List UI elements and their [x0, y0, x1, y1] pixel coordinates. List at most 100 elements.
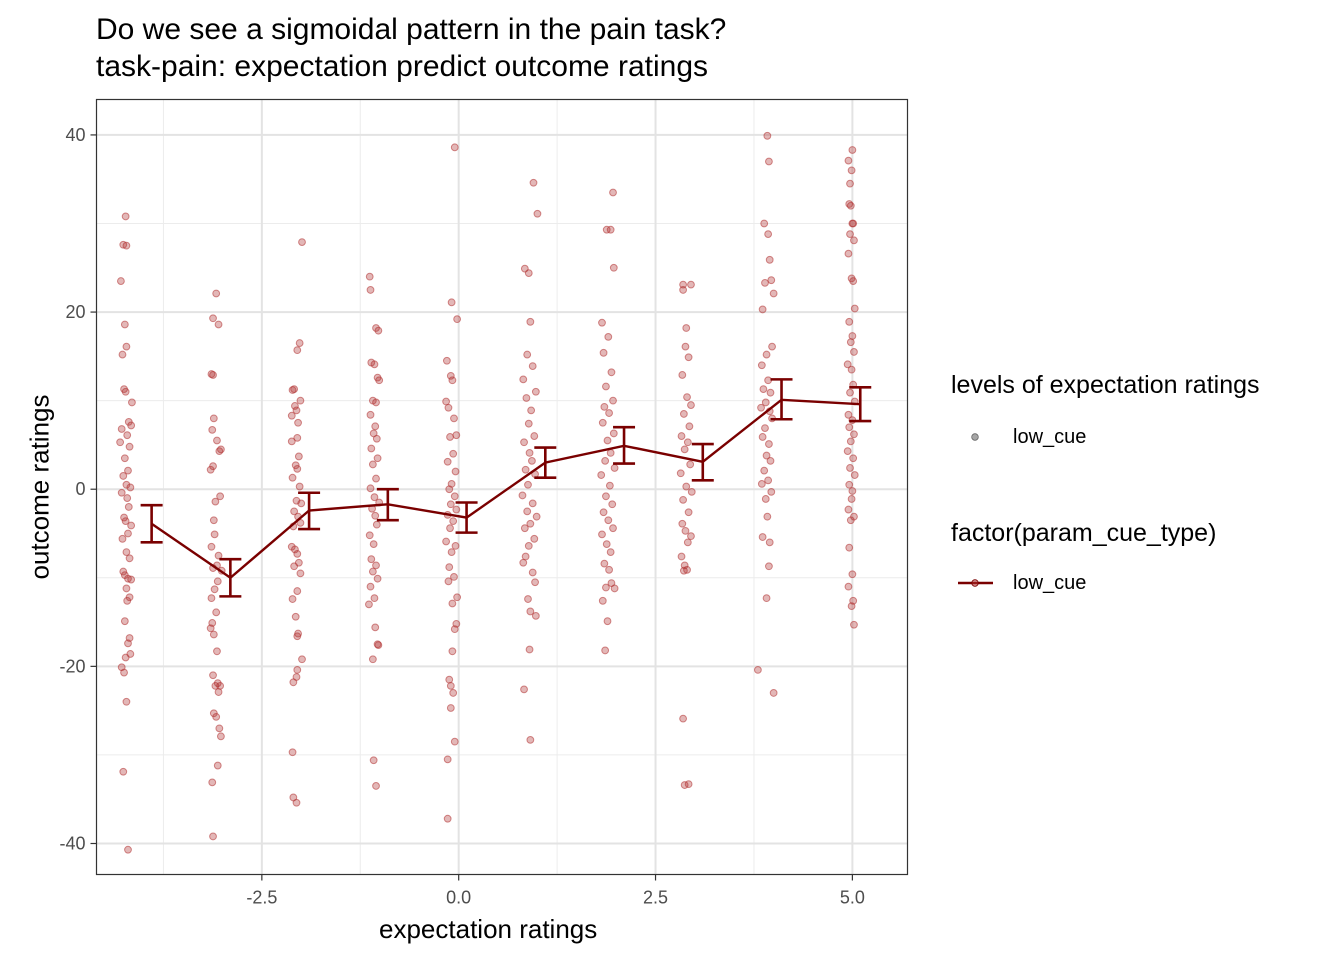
data-point	[687, 532, 695, 541]
data-point	[530, 534, 539, 543]
data-point	[678, 371, 687, 379]
data-point	[288, 473, 297, 482]
data-point	[763, 512, 772, 521]
data-point	[846, 437, 855, 446]
data-point	[760, 219, 769, 228]
data-point	[291, 612, 300, 621]
data-point	[121, 653, 130, 662]
data-point	[450, 143, 459, 152]
data-point	[448, 599, 457, 608]
data-point	[450, 737, 459, 746]
data-point	[373, 574, 382, 583]
data-point	[445, 485, 454, 494]
data-point	[753, 666, 762, 674]
data-point	[119, 472, 128, 480]
data-point	[124, 503, 133, 511]
data-point	[604, 332, 613, 341]
data-point	[295, 482, 304, 491]
data-point	[603, 617, 612, 626]
data-point	[758, 305, 767, 314]
data-point	[847, 365, 856, 374]
data-point	[297, 499, 306, 508]
data-point	[606, 548, 615, 556]
data-point	[759, 385, 768, 394]
data-point	[524, 480, 532, 489]
data-point	[450, 414, 458, 423]
data-point	[290, 507, 299, 516]
data-point	[289, 678, 298, 687]
data-point	[599, 348, 608, 357]
data-point	[846, 230, 854, 239]
mean-line	[150, 398, 861, 580]
data-point	[127, 575, 136, 584]
data-point	[117, 277, 125, 285]
data-point	[765, 255, 774, 264]
data-point	[684, 353, 693, 362]
data-point	[209, 414, 218, 423]
data-point	[683, 438, 692, 447]
data-point	[122, 342, 131, 351]
data-point	[849, 454, 858, 463]
data-point	[127, 521, 136, 530]
data-point	[684, 508, 693, 517]
y-tick-label: -20	[59, 656, 85, 676]
data-point	[369, 756, 378, 765]
data-point	[847, 495, 856, 503]
data-point	[206, 624, 215, 633]
data-point	[122, 480, 131, 489]
data-point	[447, 298, 456, 307]
data-point	[522, 394, 531, 402]
data-point	[122, 548, 131, 556]
data-point	[519, 558, 528, 567]
data-point	[849, 277, 858, 285]
data-point	[680, 445, 689, 454]
data-point	[210, 530, 219, 539]
data-point	[844, 582, 853, 591]
data-point	[598, 596, 607, 605]
data-point	[118, 350, 127, 359]
data-point	[450, 492, 459, 501]
data-point	[293, 464, 302, 473]
data-point	[288, 595, 297, 603]
data-point	[599, 508, 608, 517]
data-point	[605, 409, 613, 417]
data-point	[447, 548, 456, 556]
data-point	[121, 517, 130, 525]
data-point	[214, 320, 223, 329]
data-point	[843, 447, 852, 456]
data-point	[287, 437, 296, 446]
legend-keys	[958, 433, 993, 587]
data-point	[291, 545, 299, 554]
data-point	[123, 596, 132, 605]
data-point	[526, 735, 535, 744]
data-point	[524, 269, 533, 278]
data-point	[446, 500, 455, 509]
data-point	[122, 241, 131, 250]
data-point	[122, 697, 131, 706]
data-point	[124, 639, 132, 648]
data-point	[214, 688, 223, 696]
x-tick-label: 0.0	[446, 888, 471, 908]
data-point	[288, 748, 297, 757]
data-point	[298, 238, 306, 247]
data-point	[206, 465, 215, 474]
legend-title-cue-type: factor(param_cue_type)	[951, 519, 1217, 547]
data-point	[449, 689, 458, 697]
data-point	[597, 471, 606, 479]
data-point	[117, 425, 126, 433]
data-point	[679, 566, 688, 575]
y-axis-title: outcome ratings	[24, 394, 55, 580]
data-point	[846, 179, 854, 188]
data-point	[443, 814, 452, 823]
data-point	[120, 668, 128, 677]
data-point	[295, 339, 304, 347]
data-point	[446, 371, 455, 380]
data-point	[123, 494, 132, 502]
data-point	[374, 641, 383, 649]
data-point	[848, 487, 857, 495]
data-point	[609, 188, 617, 197]
data-point	[365, 531, 374, 540]
data-point	[602, 225, 611, 234]
data-point	[448, 647, 457, 656]
